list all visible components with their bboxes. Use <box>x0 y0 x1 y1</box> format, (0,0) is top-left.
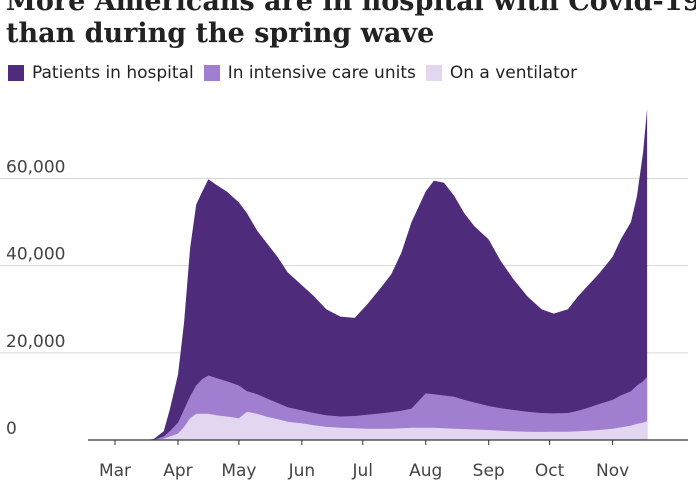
x-tick-label: Jul <box>352 461 374 481</box>
y-tick-label: 40,000 <box>6 245 65 265</box>
legend-label-ventilator: On a ventilator <box>449 63 578 83</box>
area-ventilator <box>115 411 648 440</box>
y-tick-label: 60,000 <box>6 157 65 177</box>
area-series <box>115 108 648 440</box>
x-tick-label: Aug <box>409 461 442 481</box>
x-tick-label: Nov <box>596 461 629 481</box>
x-tick-label: May <box>221 461 256 481</box>
y-tick-label: 20,000 <box>6 332 65 352</box>
x-tick-label: Sep <box>473 461 505 481</box>
x-tick-labels: Mar Apr May Jun Jul Aug Sep Oct Nov <box>99 440 629 481</box>
y-tick-label: 0 <box>6 419 17 439</box>
legend-swatch-icu <box>203 65 220 81</box>
legend-swatch-hospital <box>8 65 24 81</box>
chart-legend: Patients in hospital In intensive care u… <box>8 62 587 84</box>
legend-label-icu: In intensive care units <box>227 63 416 83</box>
x-tick-label: Apr <box>163 461 192 481</box>
chart-title-line-2: than during the spring wave <box>6 18 435 49</box>
x-tick-label: Oct <box>535 461 565 481</box>
legend-label-hospital: Patients in hospital <box>32 63 194 83</box>
chart-title: More Americans are in hospital with Covi… <box>6 0 696 50</box>
legend-swatch-ventilator <box>425 65 442 81</box>
chart-title-line-1: More Americans are in hospital with Covi… <box>6 0 696 17</box>
legend-item-icu: In intensive care units <box>203 63 416 83</box>
legend-item-ventilator: On a ventilator <box>425 63 578 83</box>
x-tick-label: Mar <box>99 461 131 481</box>
x-tick-label: Jun <box>288 461 316 481</box>
area-hospital <box>115 108 648 440</box>
legend-item-hospital: Patients in hospital <box>8 63 194 83</box>
y-tick-labels: 0 20,000 40,000 60,000 <box>6 157 65 439</box>
